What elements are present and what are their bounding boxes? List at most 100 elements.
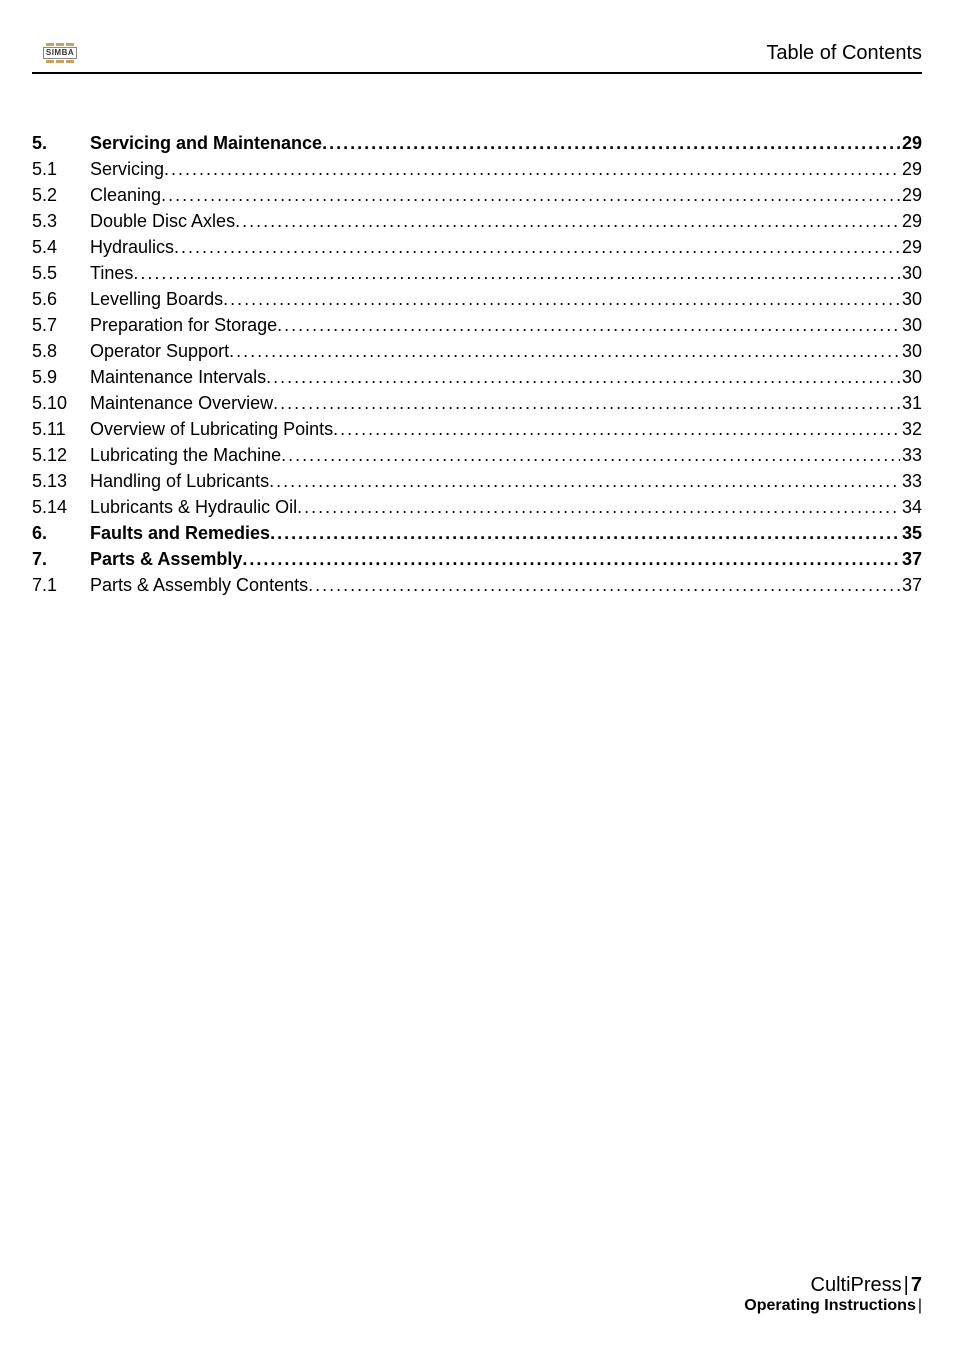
toc-number: 5.6 bbox=[32, 286, 90, 312]
toc-leader: ........................................… bbox=[269, 468, 900, 494]
logo-bar bbox=[66, 43, 74, 46]
toc-title: Double Disc Axles bbox=[90, 208, 235, 234]
toc-number: 6. bbox=[32, 520, 90, 546]
toc-title: Lubricants & Hydraulic Oil bbox=[90, 494, 297, 520]
toc-leader: ........................................… bbox=[164, 156, 900, 182]
toc-page: 29 bbox=[900, 156, 922, 182]
toc-page: 30 bbox=[900, 312, 922, 338]
toc-page: 35 bbox=[900, 520, 922, 546]
toc-page: 29 bbox=[900, 234, 922, 260]
toc-page: 29 bbox=[900, 208, 922, 234]
toc-title: Overview of Lubricating Points bbox=[90, 416, 333, 442]
logo-bars-top bbox=[46, 43, 74, 46]
toc-row: 5.11Overview of Lubricating Points......… bbox=[32, 416, 922, 442]
toc-title: Lubricating the Machine bbox=[90, 442, 281, 468]
toc-row: 5.14Lubricants & Hydraulic Oil..........… bbox=[32, 494, 922, 520]
toc-page: 29 bbox=[900, 182, 922, 208]
logo-bar bbox=[46, 60, 54, 63]
toc-page: 30 bbox=[900, 338, 922, 364]
toc-leader: ........................................… bbox=[270, 520, 900, 546]
toc-number: 7. bbox=[32, 546, 90, 572]
toc-title: Servicing bbox=[90, 156, 164, 182]
toc-leader: ........................................… bbox=[281, 442, 900, 468]
toc-row: 5.5Tines................................… bbox=[32, 260, 922, 286]
footer-separator: | bbox=[902, 1274, 911, 1296]
toc-title: Servicing and Maintenance bbox=[90, 130, 322, 156]
logo-bar bbox=[56, 43, 64, 46]
toc-row: 7.Parts & Assembly......................… bbox=[32, 546, 922, 572]
toc-row: 5.7Preparation for Storage..............… bbox=[32, 312, 922, 338]
toc-row: 5.10Maintenance Overview................… bbox=[32, 390, 922, 416]
toc-leader: ........................................… bbox=[242, 546, 900, 572]
toc-leader: ........................................… bbox=[333, 416, 900, 442]
footer-subtitle: Operating Instructions bbox=[744, 1297, 916, 1314]
toc-row: 5.8Operator Support.....................… bbox=[32, 338, 922, 364]
toc-number: 5.2 bbox=[32, 182, 90, 208]
toc-leader: ........................................… bbox=[174, 234, 900, 260]
toc-row: 5.3Double Disc Axles....................… bbox=[32, 208, 922, 234]
footer-product-line: CultiPress|7 bbox=[744, 1274, 922, 1297]
toc-row: 5.13Handling of Lubricants..............… bbox=[32, 468, 922, 494]
toc-title: Operator Support bbox=[90, 338, 229, 364]
toc-page: 29 bbox=[900, 130, 922, 156]
toc-page: 31 bbox=[900, 390, 922, 416]
header-rule bbox=[32, 72, 922, 74]
toc-title: Levelling Boards bbox=[90, 286, 223, 312]
brand-logo: SIMBA bbox=[32, 42, 88, 64]
page: SIMBA Table of Contents 5.Servicing and … bbox=[0, 0, 954, 1351]
toc-number: 5.1 bbox=[32, 156, 90, 182]
toc-number: 5.7 bbox=[32, 312, 90, 338]
toc-title: Preparation for Storage bbox=[90, 312, 277, 338]
toc-page: 33 bbox=[900, 442, 922, 468]
toc-title: Faults and Remedies bbox=[90, 520, 270, 546]
logo-bar bbox=[56, 60, 64, 63]
toc-row: 5.4Hydraulics...........................… bbox=[32, 234, 922, 260]
toc-number: 5.10 bbox=[32, 390, 90, 416]
footer-product: CultiPress bbox=[811, 1274, 902, 1296]
logo-bars-bottom bbox=[46, 60, 74, 63]
toc-title: Maintenance Overview bbox=[90, 390, 273, 416]
toc-number: 5.14 bbox=[32, 494, 90, 520]
logo-bar bbox=[46, 43, 54, 46]
toc-page: 37 bbox=[900, 546, 922, 572]
logo-bar bbox=[66, 60, 74, 63]
toc-number: 5. bbox=[32, 130, 90, 156]
toc-row: 5.9Maintenance Intervals................… bbox=[32, 364, 922, 390]
toc-row: 5.Servicing and Maintenance.............… bbox=[32, 130, 922, 156]
toc-page: 30 bbox=[900, 364, 922, 390]
toc-number: 5.3 bbox=[32, 208, 90, 234]
toc-leader: ........................................… bbox=[266, 364, 900, 390]
toc-title: Handling of Lubricants bbox=[90, 468, 269, 494]
toc-row: 5.2Cleaning.............................… bbox=[32, 182, 922, 208]
toc-page: 37 bbox=[900, 572, 922, 598]
toc-leader: ........................................… bbox=[229, 338, 900, 364]
toc-number: 7.1 bbox=[32, 572, 90, 598]
header-title: Table of Contents bbox=[766, 42, 922, 65]
toc-page: 30 bbox=[900, 260, 922, 286]
toc-leader: ........................................… bbox=[235, 208, 900, 234]
toc-row: 5.1Servicing............................… bbox=[32, 156, 922, 182]
toc-page: 32 bbox=[900, 416, 922, 442]
toc-leader: ........................................… bbox=[277, 312, 900, 338]
toc-leader: ........................................… bbox=[161, 182, 900, 208]
toc-number: 5.8 bbox=[32, 338, 90, 364]
table-of-contents: 5.Servicing and Maintenance.............… bbox=[32, 130, 922, 598]
toc-row: 5.12Lubricating the Machine.............… bbox=[32, 442, 922, 468]
toc-leader: ........................................… bbox=[133, 260, 900, 286]
toc-title: Hydraulics bbox=[90, 234, 174, 260]
toc-title: Tines bbox=[90, 260, 133, 286]
toc-row: 6.Faults and Remedies...................… bbox=[32, 520, 922, 546]
toc-page: 33 bbox=[900, 468, 922, 494]
toc-number: 5.12 bbox=[32, 442, 90, 468]
toc-leader: ........................................… bbox=[273, 390, 900, 416]
toc-leader: ........................................… bbox=[308, 572, 900, 598]
toc-title: Maintenance Intervals bbox=[90, 364, 266, 390]
toc-title: Parts & Assembly Contents bbox=[90, 572, 308, 598]
footer-page-number: 7 bbox=[911, 1274, 922, 1296]
page-footer: CultiPress|7 Operating Instructions| bbox=[744, 1274, 922, 1315]
toc-number: 5.5 bbox=[32, 260, 90, 286]
footer-bar: | bbox=[916, 1297, 922, 1314]
logo-text: SIMBA bbox=[43, 47, 77, 59]
toc-title: Parts & Assembly bbox=[90, 546, 242, 572]
toc-page: 30 bbox=[900, 286, 922, 312]
